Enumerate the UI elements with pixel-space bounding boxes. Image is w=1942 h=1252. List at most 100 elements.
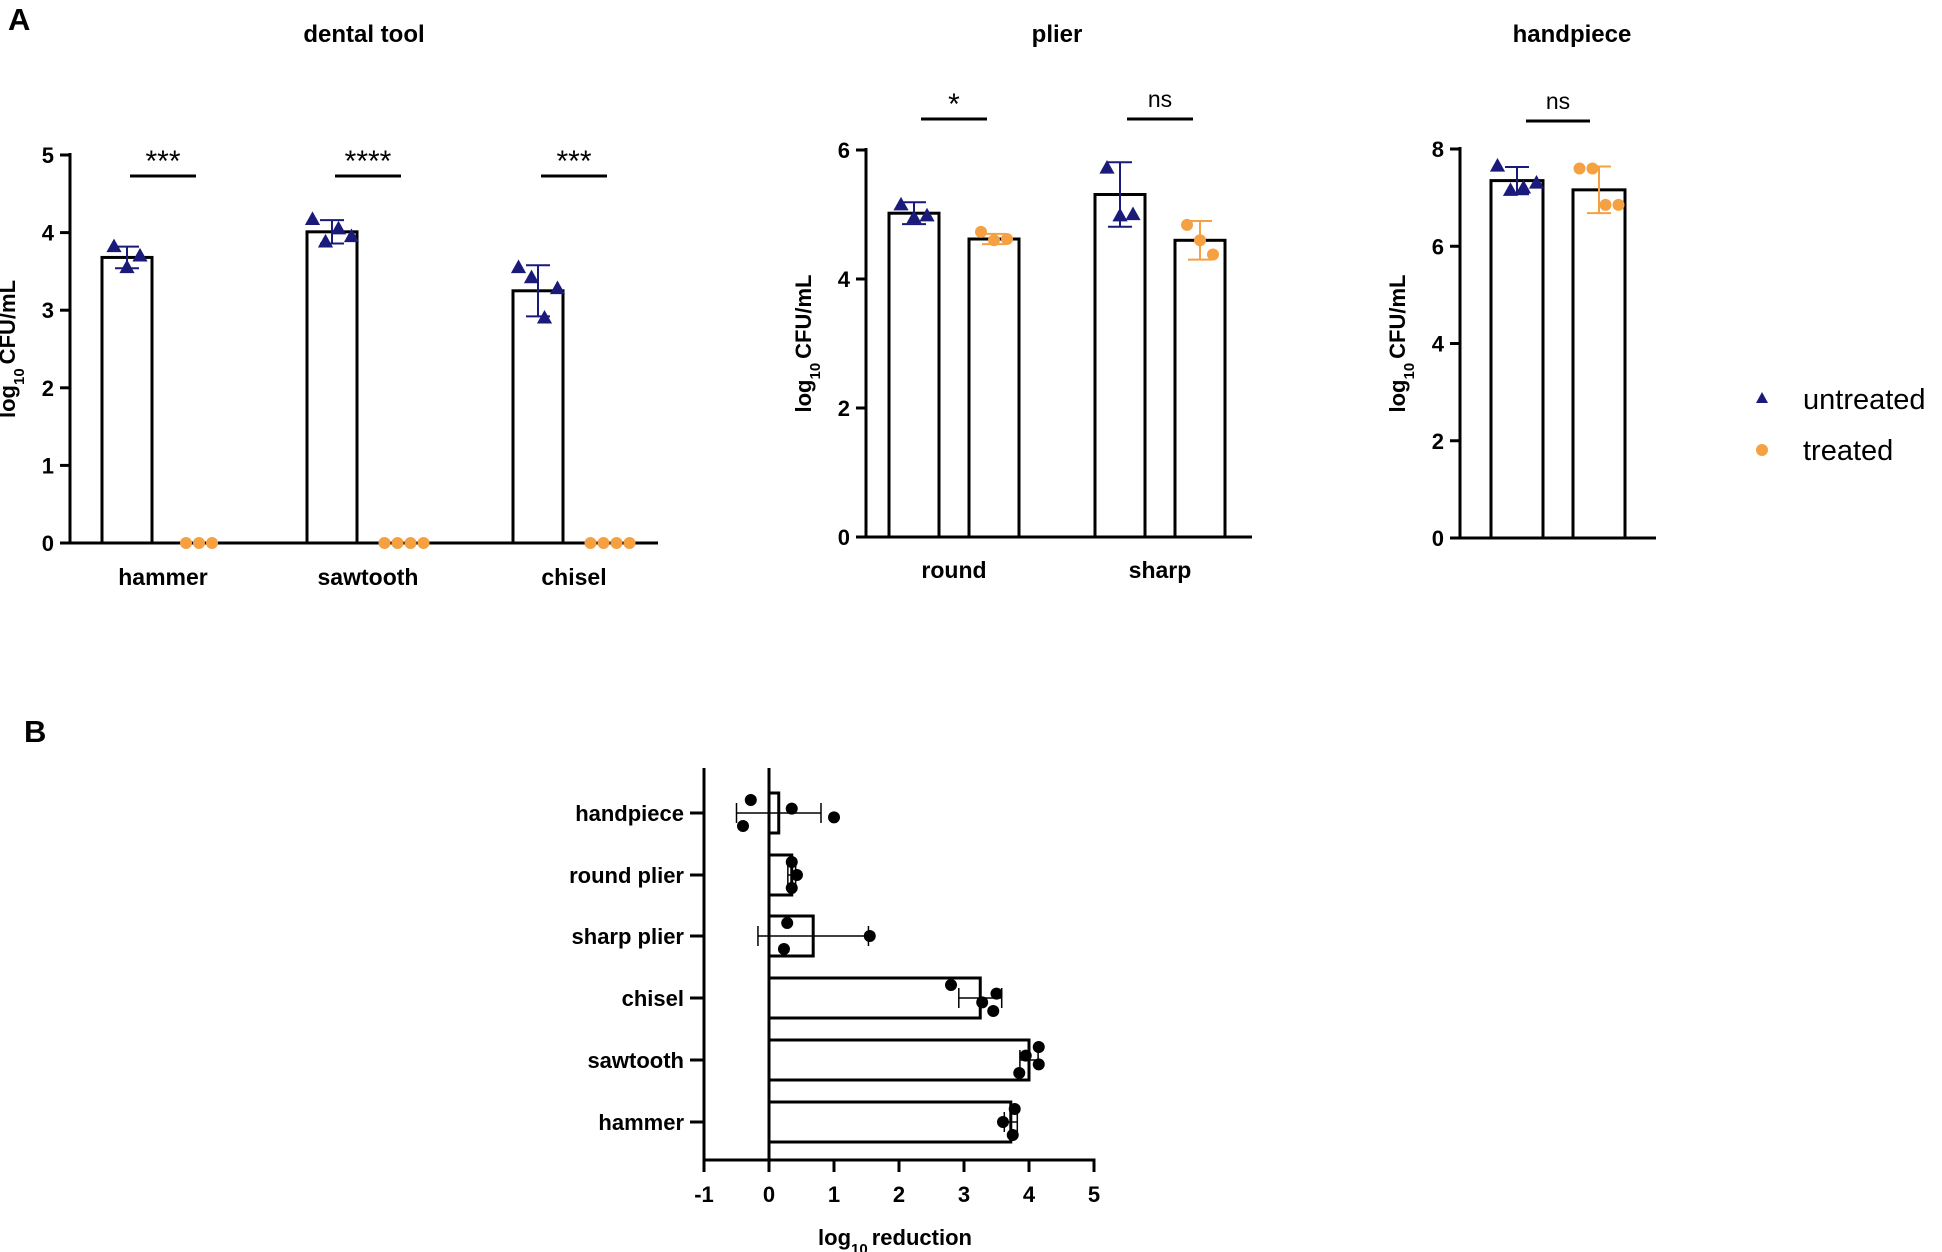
chart-handpiece: handpiece log10CFU/mL 0 2 4 6 8 ns <box>1385 21 1656 551</box>
data-point-treated <box>391 537 404 549</box>
data-point-treated <box>975 225 987 238</box>
x-tick-label: 0 <box>763 1182 775 1207</box>
data-point-untreated <box>1515 179 1532 194</box>
data-point <box>828 811 840 824</box>
legend-untreated-marker <box>1756 392 1768 403</box>
data-point <box>777 943 790 955</box>
data-point <box>1019 1049 1032 1062</box>
chart-title: dental tool <box>303 21 424 48</box>
chart-log-reduction: -1 0 1 2 3 4 5 log10 reduction handpiece round pli… <box>569 768 1100 1252</box>
data-point-treated <box>597 537 610 549</box>
data-point-untreated <box>1489 158 1506 172</box>
data-point <box>790 869 803 881</box>
significance-label: **** <box>345 145 392 178</box>
data-point-treated <box>610 537 623 549</box>
panel-label-b: B <box>24 714 46 749</box>
y-axis-label: log10CFU/mL <box>1385 274 1418 412</box>
data-point <box>744 794 757 806</box>
significance-label: ns <box>1546 88 1570 114</box>
bar-untreated <box>100 255 154 545</box>
data-point-untreated <box>893 196 909 211</box>
data-point <box>997 1116 1009 1128</box>
data-point-treated <box>180 537 192 549</box>
y-tick-label: 1 <box>42 453 54 478</box>
x-tick-label: 2 <box>893 1182 905 1207</box>
bar-untreated <box>305 230 359 545</box>
y-tick-label: 4 <box>42 221 55 246</box>
data-point <box>945 979 957 991</box>
data-point <box>863 930 876 942</box>
data-point-treated <box>417 537 430 549</box>
bar <box>767 1038 1031 1082</box>
data-point-untreated <box>1112 207 1128 222</box>
data-point <box>1032 1058 1045 1071</box>
data-point <box>1013 1067 1026 1079</box>
data-point <box>785 882 798 894</box>
data-point <box>1006 1129 1019 1141</box>
x-tick-label: 4 <box>1023 1182 1036 1207</box>
data-point <box>987 1005 1000 1017</box>
data-point-untreated <box>1502 182 1519 196</box>
data-point-treated <box>988 234 1000 247</box>
bar-treated <box>1571 188 1627 540</box>
chart-title: handpiece <box>1513 21 1632 48</box>
significance-label: *** <box>145 145 180 178</box>
data-point-untreated <box>1125 206 1141 221</box>
significance-label: ns <box>1148 86 1172 112</box>
data-point-untreated <box>106 238 122 253</box>
x-axis-label: log10 reduction <box>818 1225 972 1252</box>
y-tick-label: 6 <box>1432 234 1444 259</box>
category-label: round plier <box>569 863 684 888</box>
y-tick-label: 5 <box>42 143 54 168</box>
data-point-untreated <box>330 220 347 235</box>
data-point-treated <box>1194 234 1206 247</box>
data-point-treated <box>1181 218 1193 231</box>
data-point-untreated <box>549 280 566 295</box>
panel-label-a: A <box>8 2 30 37</box>
y-tick-label: 0 <box>42 531 54 556</box>
data-point-untreated <box>1099 160 1115 174</box>
y-tick-label: 6 <box>838 138 850 163</box>
y-tick-label: 0 <box>1432 526 1444 551</box>
data-point-treated <box>1207 248 1219 261</box>
category-label: sawtooth <box>587 1048 684 1073</box>
data-point-treated <box>1001 233 1013 246</box>
category-label: round <box>921 557 986 583</box>
data-point <box>737 820 749 832</box>
data-point <box>785 856 798 868</box>
legend-treated-marker <box>1756 444 1768 456</box>
data-point-untreated <box>304 211 321 226</box>
data-point-untreated <box>119 259 135 274</box>
data-point-treated <box>206 537 218 549</box>
y-tick-label: 4 <box>1432 332 1445 357</box>
data-point <box>990 987 1003 1000</box>
x-tick-label: 1 <box>828 1182 840 1207</box>
category-label: hammer <box>118 564 208 590</box>
data-point-treated <box>1573 162 1586 175</box>
chart-title: plier <box>1032 21 1083 48</box>
x-tick-label: -1 <box>694 1182 714 1207</box>
x-tick-label: 3 <box>958 1182 970 1207</box>
data-point-treated <box>404 537 417 549</box>
y-axis-label: log10CFU/mL <box>791 274 824 412</box>
category-label: sharp plier <box>572 924 685 949</box>
category-label: chisel <box>622 986 684 1011</box>
category-label: hammer <box>598 1110 684 1135</box>
significance-label: * <box>948 88 960 121</box>
category-label: sawtooth <box>318 564 419 590</box>
data-point <box>1008 1103 1021 1115</box>
data-point <box>781 917 794 929</box>
data-point-untreated <box>510 259 527 274</box>
bar-treated <box>1173 238 1227 539</box>
bar-untreated <box>511 289 565 545</box>
category-label: chisel <box>541 564 606 590</box>
bar-treated <box>967 237 1021 539</box>
data-point-untreated <box>906 209 922 224</box>
y-tick-label: 4 <box>838 267 851 292</box>
data-point-untreated <box>1528 175 1545 189</box>
chart-plier: plier log10CFU/mL 0 2 4 6 round * sharp ns <box>791 21 1252 583</box>
legend-treated-label: treated <box>1803 435 1893 467</box>
data-point <box>1032 1041 1045 1053</box>
data-point-treated <box>584 537 597 549</box>
